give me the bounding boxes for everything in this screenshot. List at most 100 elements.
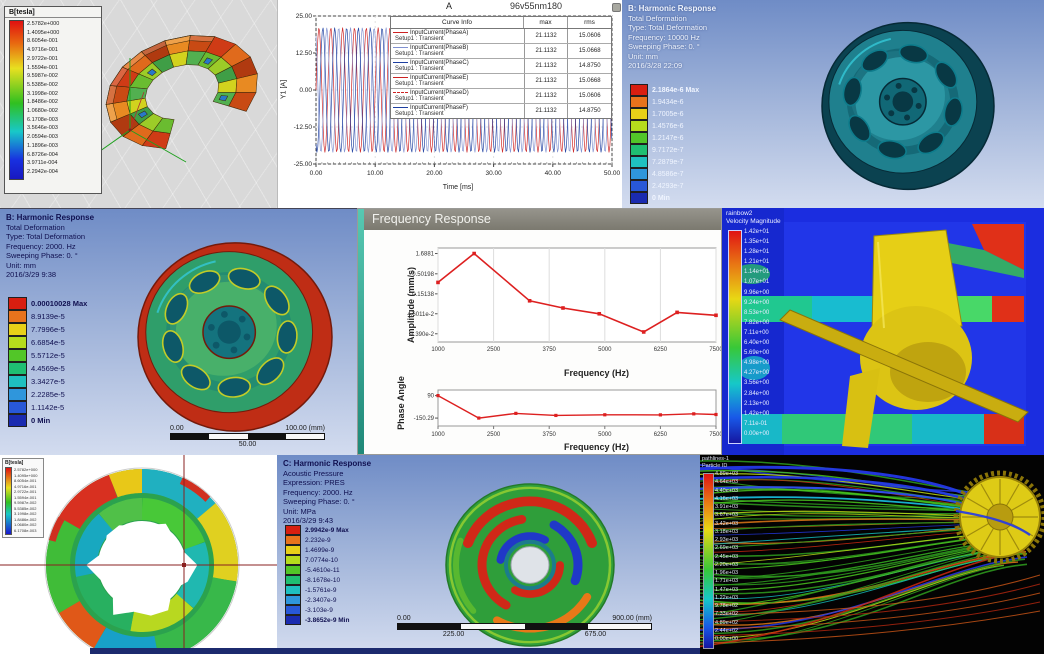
- ruler-bar: [170, 433, 325, 440]
- info-line: B: Harmonic Response: [6, 213, 95, 222]
- curve-line-sample: [393, 106, 408, 108]
- legend-swatch: [8, 362, 27, 375]
- curve-max: 21.1132: [523, 104, 568, 118]
- acoustic-disc-model: [445, 483, 615, 647]
- svg-text:20.00: 20.00: [426, 170, 443, 177]
- result-info-block: C: Harmonic Response Acoustic Pressure Exp…: [283, 459, 371, 526]
- legend-row: 1.4699e-9: [285, 545, 349, 555]
- info-line: 2016/3/29 9:43: [283, 516, 334, 525]
- curve-setup: Setup1 : Transient: [395, 111, 444, 117]
- legend-value: 4.9716e-001: [14, 483, 37, 489]
- result-info-block: B: Harmonic Response Total Deformation Typ…: [6, 213, 94, 280]
- curve-setup: Setup1 : Transient: [395, 36, 444, 42]
- curve-max: 21.1132: [523, 74, 568, 88]
- legend-value: 1.1142e-5: [31, 403, 65, 412]
- scale-mid: 50.00: [238, 441, 257, 448]
- legend-value: 4.9716e-001: [27, 47, 58, 54]
- legend-value: 6.6854e-5: [31, 338, 65, 347]
- svg-text:0.00: 0.00: [310, 170, 323, 177]
- legend-value: 8.6054e-001: [27, 38, 58, 45]
- legend-swatch: [630, 132, 648, 144]
- svg-text:7500: 7500: [709, 347, 722, 353]
- legend-swatch: [630, 96, 648, 108]
- col-rms: rms: [567, 17, 611, 28]
- particle-colorbar: [703, 473, 714, 649]
- phase-chart: 90 -150.29 1000 2500 3750 5000 6250 7500: [414, 389, 722, 438]
- legend-value: 7.33e+02: [715, 611, 739, 618]
- legend-swatch: [285, 575, 301, 585]
- legend-value: 1.2147e-6: [652, 134, 684, 142]
- svg-text:0.15138: 0.15138: [412, 292, 434, 298]
- info-line: Frequency: 2000. Hz: [6, 241, 76, 251]
- svg-text:0.00: 0.00: [299, 87, 312, 94]
- legend-swatch: [285, 525, 301, 535]
- legend-value: 7.82e+00: [744, 319, 770, 326]
- info-line: Type: Total Deformation: [6, 232, 86, 241]
- legend-row: 2.232e-9: [285, 535, 349, 545]
- svg-text:7500: 7500: [709, 432, 722, 438]
- legend-value: 1.8486e-002: [27, 99, 58, 106]
- legend-value: 2.0594e-003: [27, 134, 58, 141]
- velocity-legend-values: 1.42e+01 1.35e+01 1.28e+01 1.21e+01 1.14e+01…: [744, 227, 769, 439]
- legend-row: -1.5761e-9: [285, 585, 349, 595]
- curve-info-table: Curve Info max rms InputCurrent(PhaseA) S…: [390, 16, 612, 119]
- legend-swatch: [8, 310, 27, 323]
- legend-swatch: [8, 349, 27, 362]
- legend-row: 4.4569e-5: [8, 362, 87, 375]
- legend-value: 2.5782e+000: [14, 467, 38, 472]
- legend-swatch: [285, 595, 301, 605]
- legend-row: 2.4293e-7: [630, 180, 699, 192]
- legend-swatch: [630, 108, 648, 120]
- curve-max: 21.1132: [523, 89, 568, 103]
- legend-value: -3.103e-9: [305, 606, 333, 614]
- torus-field-plot: [75, 35, 258, 169]
- legend-value: -1.5761e-9: [305, 586, 337, 594]
- curve-line-sample: [393, 61, 408, 63]
- legend-swatch: [285, 585, 301, 595]
- curve-rms: 15.0668: [567, 44, 611, 58]
- panel-cfd-velocity: rainbow2 Velocity Magnitude 1.42e+01 1.35…: [722, 208, 1044, 455]
- svg-text:1.390e-2: 1.390e-2: [410, 332, 434, 338]
- frequency-axis-label: Frequency (Hz): [564, 368, 630, 378]
- legend-row: 7.2879e-7: [630, 156, 699, 168]
- legend-value: 1.28e+01: [744, 249, 770, 256]
- curve-rms: 15.0668: [567, 74, 611, 88]
- mini-legend-values: 2.5782e+000 1.4095e+000 8.6054e-001 4.9716e…: [12, 467, 37, 535]
- legend-value: 1.5594e-001: [27, 64, 58, 71]
- panel-maxwell-ring: B[tesla] 2.5782e+000 1.4095e+000 8.6054e-0…: [0, 455, 277, 654]
- legend-value: 1.0680e-002: [14, 522, 37, 527]
- velocity-colorbar: [728, 230, 742, 444]
- b-field-legend-values: 2.5782e+000 1.4095e+000 8.6054e-001 4.9716e…: [27, 20, 59, 180]
- legend-row: 2.2285e-5: [8, 388, 87, 401]
- legend-value: 9.96e+00: [744, 289, 770, 296]
- scale-max: 900.00 (mm): [612, 615, 652, 622]
- legend-value: 1.4576e-6: [652, 122, 684, 130]
- legend-value: 6.1708e-003: [14, 527, 37, 533]
- legend-value: 1.96e+03: [715, 570, 739, 576]
- info-line: 2016/3/28 22:09: [628, 61, 683, 70]
- pathlines-legend-title: pathlines-1 Particle ID: [702, 456, 729, 470]
- legend-row: -3.8652e-9 Min: [285, 615, 349, 625]
- legend-value: 2.5782e+000: [27, 21, 60, 27]
- legend-value: 3.56e+00: [744, 380, 770, 387]
- legend-value: 2.44e+02: [715, 627, 739, 634]
- curve-name: InputCurrent(PhaseB): [410, 45, 469, 51]
- curve-setup: Setup1 : Transient: [395, 51, 444, 57]
- legend-value: 2.2942e-004: [27, 168, 58, 175]
- legend-value: 9.7172e-7: [652, 146, 684, 154]
- pressure-legend: 2.9942e-9 Max 2.232e-9 1.4699e-9 7.0774e-10…: [285, 525, 349, 625]
- legend-value: 2.9942e-9 Max: [305, 526, 349, 534]
- legend-value: 7.11e+00: [744, 329, 769, 336]
- svg-text:12.50: 12.50: [296, 50, 313, 57]
- curve-table-row: InputCurrent(PhaseF) Setup1 : Transient 21…: [391, 104, 611, 118]
- window-title-bar[interactable]: Frequency Response: [364, 209, 721, 230]
- curve-name: InputCurrent(PhaseC): [410, 60, 469, 66]
- legend-row: -8.1678e-10: [285, 575, 349, 585]
- legend-swatch: [8, 375, 27, 388]
- x-axis-label: Time [ms]: [442, 184, 474, 191]
- pin-icon[interactable]: [612, 3, 621, 12]
- col-max: max: [523, 17, 567, 28]
- legend-row: 2.1864e-6 Max: [630, 84, 699, 96]
- legend-value: 3.67e+03: [715, 512, 739, 519]
- curve-rms: 15.0606: [567, 89, 611, 103]
